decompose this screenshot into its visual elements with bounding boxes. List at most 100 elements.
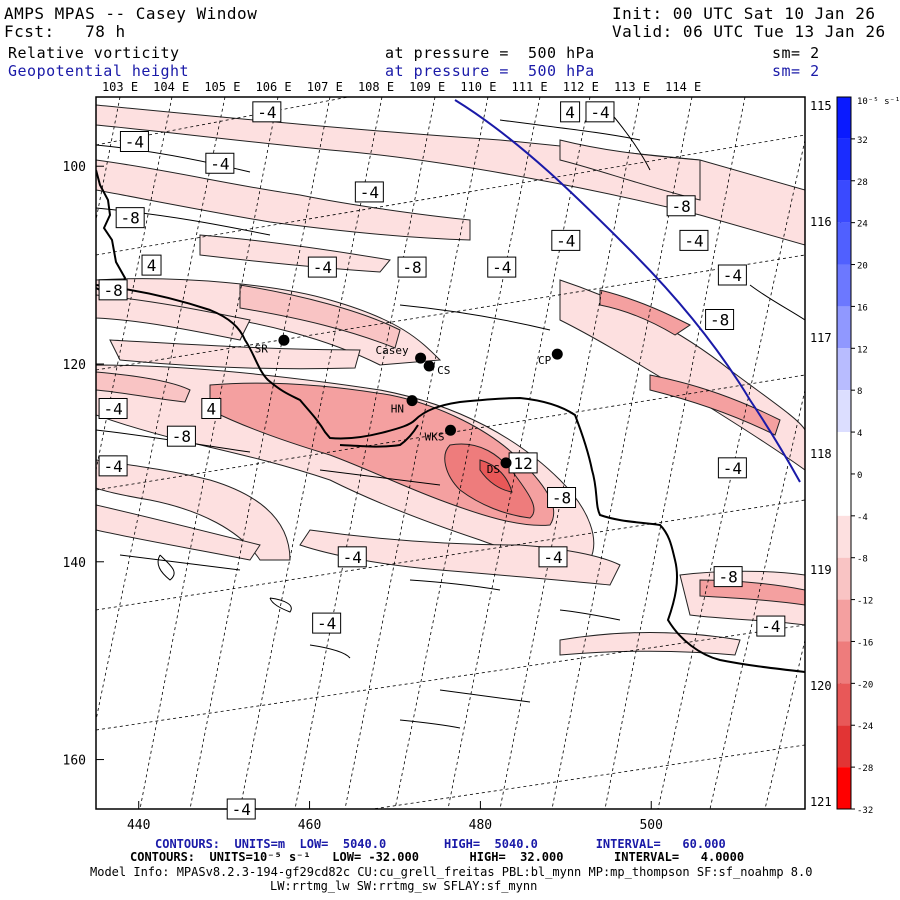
contour-label-2: 4 [560, 101, 581, 123]
lon-top-label-6: 109 E [409, 80, 445, 94]
svg-text:-8: -8 [718, 568, 737, 587]
contour-label-9: -4 [307, 256, 337, 278]
colorbar-swatch-8 [837, 432, 851, 474]
contour-label-14: -4 [717, 264, 747, 286]
station-marker-sr [278, 334, 290, 346]
contour-label-26: -8 [713, 566, 743, 588]
field2-name: Geopotential height [8, 62, 190, 80]
footer-contour-vorticity: CONTOURS: UNITS=10⁻⁵ s⁻¹ LOW= -32.000 HI… [130, 850, 745, 864]
colorbar-label-1: 28 [857, 178, 868, 188]
stations: SR Casey CS CP HN WKS DS [255, 334, 563, 476]
colorbar-swatch-10 [837, 515, 851, 558]
lon-top-label-7: 110 E [460, 80, 496, 94]
svg-text:-8: -8 [121, 209, 140, 228]
colorbar-label-6: 8 [857, 387, 862, 397]
geopotential-height-contour [454, 99, 801, 483]
contour-label-10: -8 [397, 256, 427, 278]
lon-top-label-5: 108 E [358, 80, 394, 94]
contour-label-22: -4 [717, 457, 747, 479]
colorbar-swatch-11 [837, 557, 851, 600]
window-title: AMPS MPAS -- Casey Window [4, 4, 258, 23]
colorbar-label-8: 0 [857, 471, 862, 481]
station-marker-cs [423, 360, 435, 372]
lon-top-label-0: 103 E [102, 80, 138, 94]
svg-text:-4: -4 [543, 548, 562, 567]
svg-text:-4: -4 [103, 457, 122, 476]
lon-top-label-2: 105 E [204, 80, 240, 94]
colorbar-label-11: -12 [857, 597, 873, 607]
svg-text:-4: -4 [590, 103, 609, 122]
colorbar-swatch-15 [837, 725, 851, 768]
contour-label-16: -8 [705, 309, 735, 330]
x-tick-label-1: 460 [298, 818, 321, 833]
colorbar-swatch-1 [837, 138, 851, 181]
station-marker-hn [406, 395, 418, 407]
svg-text:-4: -4 [313, 258, 332, 277]
contour-label-27: -4 [312, 612, 342, 634]
plot-area [96, 97, 805, 809]
colorbar-swatch-13 [837, 641, 851, 684]
contour-label-0: -4 [252, 101, 282, 123]
svg-text:4: 4 [147, 256, 157, 275]
contour-label-5: -4 [354, 181, 384, 203]
svg-text:-4: -4 [360, 183, 379, 202]
colorbar-label-3: 20 [857, 262, 868, 272]
svg-text:-4: -4 [317, 614, 336, 633]
colorbar-label-7: 4 [857, 429, 862, 439]
colorbar-label-15: -28 [857, 764, 873, 774]
valid-time: Valid: 06 UTC Tue 13 Jan 26 [612, 22, 886, 41]
contour-label-28: -4 [756, 615, 786, 637]
svg-text:-8: -8 [103, 281, 122, 300]
footer-model-info: Model Info: MPASv8.2.3-194-gf29cd82c CU:… [90, 865, 813, 879]
contour-label-17: -4 [98, 398, 128, 419]
contour-label-13: -4 [679, 229, 709, 251]
colorbar-label-0: 32 [857, 136, 868, 146]
contour-label-25: -4 [538, 546, 568, 568]
field2-smoothing: sm= 2 [772, 62, 820, 80]
field2-level: at pressure = 500 hPa [385, 62, 595, 80]
lon-top-label-8: 111 E [512, 80, 548, 94]
colorbar-swatch-14 [837, 683, 851, 726]
station-label-casey: Casey [375, 344, 408, 357]
colorbar: 10⁻⁵ s⁻¹ 32 28 24 20 16 12 8 4 0 -4 -8 -12 -16 -20 -24 -… [836, 96, 900, 816]
colorbar-label-16: -32 [857, 806, 873, 816]
station-marker-wks [445, 424, 456, 436]
svg-text:-8: -8 [402, 258, 421, 277]
footer-model-info-2: LW:rrtmg_lw SW:rrtmg_sw SFLAY:sf_mynn [270, 879, 538, 893]
contour-label-4: -4 [205, 152, 235, 174]
x-tick-label-3: 500 [639, 818, 662, 833]
contour-label-29: -4 [226, 798, 256, 820]
longitude-labels-top: 103 E 104 E 105 E 106 E 107 E 108 E 109 E 110 E… [102, 80, 701, 94]
contour-label-24: -4 [337, 546, 367, 568]
contour-label-15: -8 [98, 279, 128, 301]
colorbar-label-2: 24 [857, 220, 868, 230]
contour-label-21: -4 [98, 455, 128, 477]
field1-level: at pressure = 500 hPa [385, 44, 595, 62]
svg-text:12: 12 [513, 454, 532, 473]
svg-text:-4: -4 [684, 231, 703, 250]
colorbar-swatch-4 [837, 264, 851, 307]
contour-label-20: 12 [508, 452, 538, 474]
colorbar-swatch-2 [837, 180, 851, 223]
colorbar-label-9: -4 [857, 513, 868, 523]
svg-text:4: 4 [565, 103, 575, 122]
station-label-cp: CP [538, 354, 552, 367]
svg-text:-4: -4 [761, 617, 780, 636]
contour-label-18: 4 [201, 398, 222, 419]
station-label-ds: DS [487, 463, 500, 476]
colorbar-swatch-0 [837, 97, 851, 139]
x-tick-label-0: 440 [127, 818, 150, 833]
footer-contour-height: CONTOURS: UNITS=m LOW= 5040.0 HIGH= 5040… [155, 837, 726, 851]
vorticity-shading [96, 104, 805, 656]
colorbar-swatch-5 [837, 306, 851, 349]
station-marker-casey [415, 352, 427, 364]
contour-label-1: -4 [119, 131, 149, 152]
station-label-sr: SR [255, 342, 269, 355]
svg-text:-4: -4 [556, 231, 575, 250]
y-tick-label-3: 160 [63, 754, 86, 769]
lon-top-label-4: 107 E [307, 80, 343, 94]
contour-label-7: -8 [666, 195, 696, 217]
svg-text:-4: -4 [210, 154, 229, 173]
colorbar-swatch-3 [837, 222, 851, 265]
